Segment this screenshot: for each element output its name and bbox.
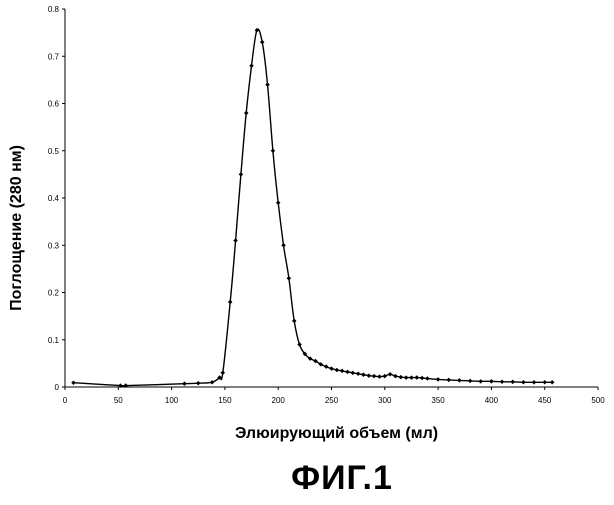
y-tick-label: 0.2 [48,289,60,298]
data-point [182,381,187,386]
x-tick-label: 300 [378,396,392,405]
data-point [550,380,555,385]
data-point [249,63,254,68]
x-tick-label: 250 [325,396,339,405]
data-point [220,371,225,376]
data-point [542,380,547,385]
data-point [71,380,76,385]
data-point [388,372,393,377]
x-tick-label: 200 [272,396,286,405]
data-point [399,375,404,380]
series-points [71,28,554,388]
data-point [532,380,537,385]
x-tick-label: 450 [538,396,552,405]
data-point [478,379,483,384]
data-point [356,371,361,376]
data-point [468,379,473,384]
data-point [457,378,462,383]
data-point [196,381,201,386]
figure-caption: ФИГ.1 [291,459,393,497]
data-point [377,374,382,379]
x-tick-label: 50 [114,396,123,405]
data-point [420,376,425,381]
x-tick-label: 100 [165,396,179,405]
data-point [345,370,350,375]
data-point [340,369,345,374]
data-point [324,364,329,369]
x-tick-label: 400 [485,396,499,405]
y-axis-title: Поглощение (280 нм) [8,145,25,311]
data-point [281,243,286,248]
y-tick-label: 0.3 [48,241,60,250]
data-point [361,372,366,377]
data-point [329,366,334,371]
data-point [510,380,515,385]
data-point [276,200,281,205]
data-point [244,111,249,116]
data-point [297,342,302,347]
series-line [74,29,553,386]
data-point [271,148,276,153]
x-ticks: 0 50 100 150 200 250 300 350 400 450 500 [63,387,605,405]
data-point [287,276,292,281]
data-point [260,40,265,45]
data-point [436,377,441,382]
plot-area: 0 50 100 150 200 250 300 350 400 450 500 0 0.1 0.2 0.… [48,5,605,405]
data-point [292,319,297,324]
data-point [415,375,420,380]
data-point [383,374,388,379]
y-tick-label: 0.8 [48,5,60,14]
data-point [489,379,494,384]
y-ticks: 0 0.1 0.2 0.3 0.4 0.5 0.6 0.7 0.8 [48,5,65,392]
x-tick-label: 150 [218,396,232,405]
data-point [239,172,244,177]
x-axis-title: Элюирующий объем (мл) [235,425,438,442]
y-tick-label: 0.4 [48,194,60,203]
y-tick-label: 0.7 [48,52,60,61]
data-point [351,371,356,376]
data-point [447,378,452,383]
data-point [335,368,340,373]
y-tick-label: 0.5 [48,147,60,156]
x-tick-label: 0 [63,396,68,405]
data-point [265,82,270,87]
x-tick-label: 350 [431,396,445,405]
data-point [500,380,505,385]
data-point [210,380,215,385]
data-point [393,374,398,379]
y-tick-label: 0.1 [48,336,60,345]
y-tick-label: 0.6 [48,100,60,109]
data-point [367,373,372,378]
data-point [521,380,526,385]
data-point [233,238,238,243]
x-tick-label: 500 [591,396,605,405]
data-point [404,375,409,380]
y-tick-label: 0 [55,383,60,392]
data-point [409,375,414,380]
data-point [228,300,233,305]
data-point [372,374,377,379]
data-point [425,376,430,381]
